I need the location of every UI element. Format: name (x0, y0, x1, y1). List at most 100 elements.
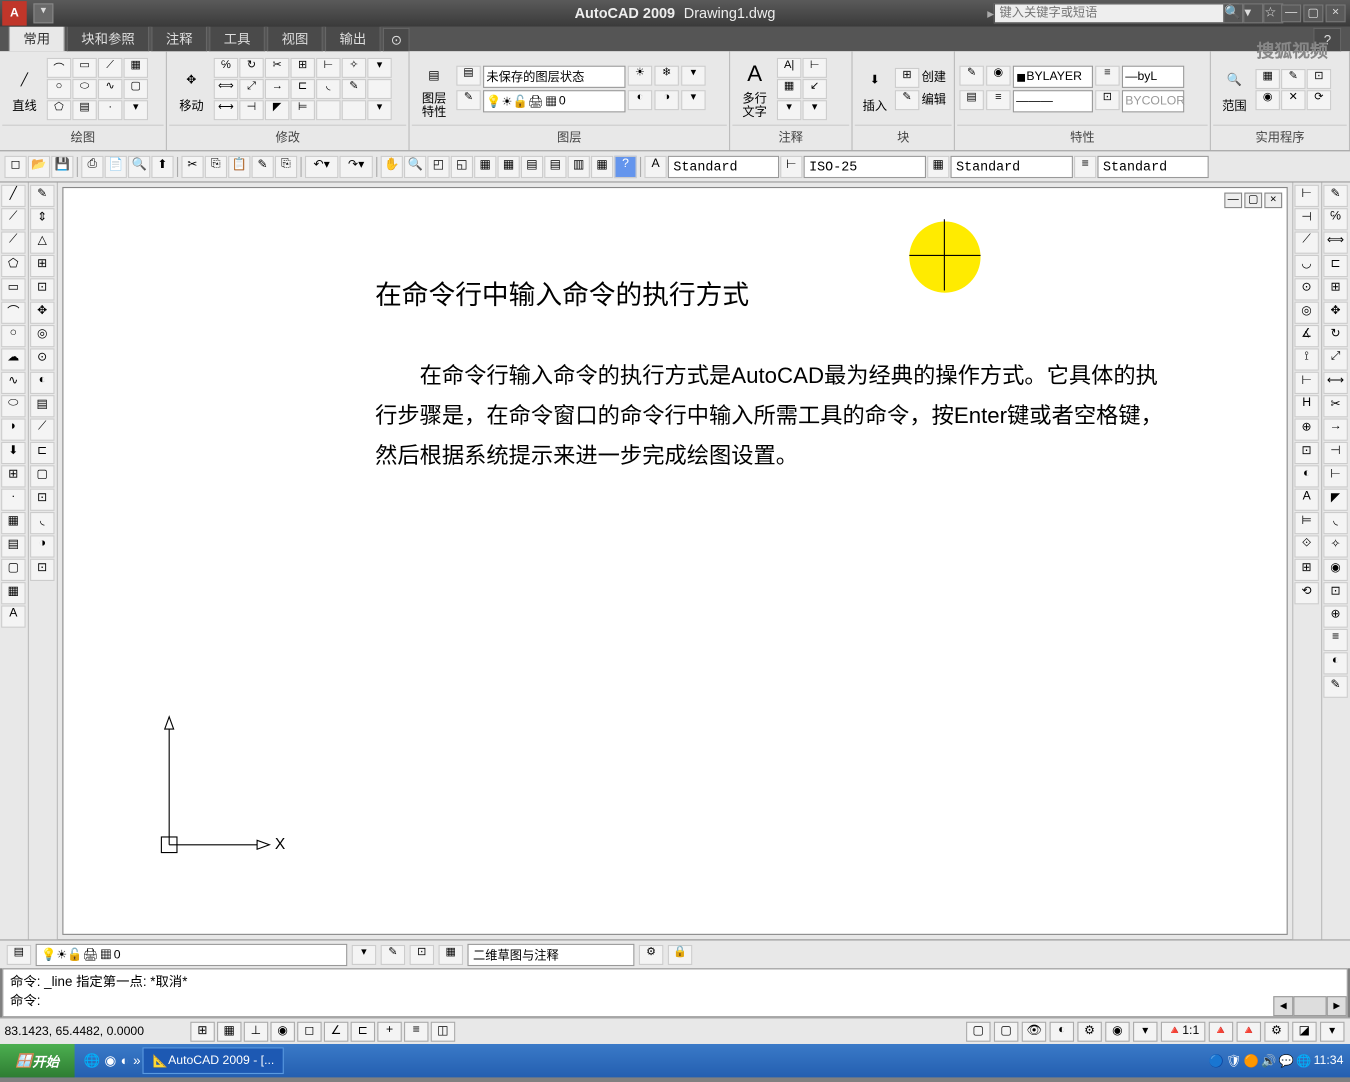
lb4-icon[interactable]: ⊡ (410, 944, 434, 964)
vl-grad-icon[interactable]: ▤ (1, 535, 25, 557)
m5-icon[interactable]: ▾ (367, 100, 391, 120)
vl-rev-icon[interactable]: ☁ (1, 348, 25, 370)
vr-2-icon[interactable]: ⊣ (1294, 208, 1318, 230)
join-icon[interactable]: ⊢ (316, 58, 340, 78)
search-down-icon[interactable]: ▾ (1243, 3, 1263, 23)
ps-icon[interactable]: ⊡ (1095, 90, 1119, 110)
tab-home[interactable]: 常用 (9, 24, 65, 51)
vl-hatch-icon[interactable]: ▦ (1, 512, 25, 534)
qat-new-icon[interactable]: ▾ (33, 3, 53, 23)
vr2-22-icon[interactable]: ✎ (1323, 676, 1347, 698)
vr-3-icon[interactable]: ⟋ (1294, 232, 1318, 254)
spl-icon[interactable]: ∿ (98, 79, 122, 99)
r5-icon[interactable]: 🔺 (1209, 1021, 1233, 1041)
lb7-icon[interactable]: 🔒 (668, 944, 692, 964)
bedit-icon[interactable]: ✎ (895, 90, 919, 110)
plot-icon[interactable]: 📄 (105, 155, 127, 177)
r7-icon[interactable]: ⚙ (1264, 1021, 1288, 1041)
lb2-icon[interactable]: ▾ (352, 944, 376, 964)
ls2-icon[interactable]: ❄ (654, 66, 678, 86)
dim-icon[interactable]: ⊢ (802, 58, 826, 78)
dyn-button[interactable]: + (377, 1021, 401, 1041)
vr2-explode-icon[interactable]: ✧ (1323, 535, 1347, 557)
vr2-move-icon[interactable]: ✥ (1323, 302, 1347, 324)
trim-icon[interactable]: ✂ (265, 58, 289, 78)
vl2-17-icon[interactable]: ⊡ (30, 559, 54, 581)
vr2-17-icon[interactable]: ◉ (1323, 559, 1347, 581)
vr2-stretch-icon[interactable]: ⟷ (1323, 372, 1347, 394)
zoom-range-button[interactable]: 🔍范围 (1215, 56, 1253, 123)
tab-tools[interactable]: 工具 (209, 24, 265, 51)
thelp-icon[interactable]: ? (614, 155, 636, 177)
ortho-button[interactable]: ⊥ (244, 1021, 268, 1041)
ql-3-icon[interactable]: ◐ (121, 1053, 129, 1069)
vl-arc-icon[interactable]: ⌒ (1, 302, 25, 324)
scroll-right-icon[interactable]: ▸ (1327, 996, 1347, 1016)
layer-state-dropdown[interactable]: 未保存的图层状态 (483, 66, 625, 88)
explode-icon[interactable]: ✧ (342, 58, 366, 78)
layer-match-icon[interactable]: ✎ (456, 90, 480, 110)
u4-icon[interactable]: ◉ (1255, 90, 1279, 110)
save-icon[interactable]: 💾 (51, 155, 73, 177)
lw-dropdown[interactable]: — byL (1122, 66, 1184, 88)
vr-8-icon[interactable]: ⟟ (1294, 348, 1318, 370)
vl-ins-icon[interactable]: ⬇ (1, 442, 25, 464)
search-input[interactable] (994, 3, 1239, 23)
offset-icon[interactable]: ⊏ (290, 79, 314, 99)
vl-poly-icon[interactable]: ⬠ (1, 255, 25, 277)
ml-style-dropdown[interactable]: Standard (1097, 155, 1208, 177)
lb-layer-dropdown[interactable]: 💡☀🔓🖨◼ 0 (36, 943, 348, 965)
vr2-mirror-icon[interactable]: ⟺ (1323, 232, 1347, 254)
copyclip-icon[interactable]: ⎘ (275, 155, 297, 177)
cut-icon[interactable]: ✂ (181, 155, 203, 177)
tab-more-icon[interactable]: ⊙ (383, 28, 410, 51)
vr-13-icon[interactable]: ◐ (1294, 465, 1318, 487)
r4-icon[interactable]: ▾ (1133, 1021, 1157, 1041)
pan-icon[interactable]: ✋ (381, 155, 403, 177)
cclose-icon[interactable]: × (1264, 193, 1282, 209)
m4-icon[interactable] (342, 100, 366, 120)
vl-earc-icon[interactable]: ◗ (1, 418, 25, 440)
vr-12-icon[interactable]: ⊡ (1294, 442, 1318, 464)
leader-icon[interactable]: ↙ (802, 79, 826, 99)
tbs-icon[interactable]: ▦ (927, 155, 949, 177)
vr2-19-icon[interactable]: ⊕ (1323, 605, 1347, 627)
vr-17-icon[interactable]: ⊞ (1294, 559, 1318, 581)
snap-button[interactable]: ⊞ (190, 1021, 214, 1041)
m1-icon[interactable]: ▾ (367, 58, 391, 78)
vr-10-icon[interactable]: H (1294, 395, 1318, 417)
r9-icon[interactable]: ▾ (1320, 1021, 1344, 1041)
lc1-icon[interactable]: ◐ (628, 90, 652, 110)
vl-line-icon[interactable]: ╱ (1, 185, 25, 207)
zoom-icon[interactable]: 🔍 (404, 155, 426, 177)
vr-1-icon[interactable]: ⊢ (1294, 185, 1318, 207)
vr2-scale-icon[interactable]: ⤢ (1323, 348, 1347, 370)
publish-icon[interactable]: ⬆ (151, 155, 173, 177)
vr-9-icon[interactable]: ⊢ (1294, 372, 1318, 394)
cmin-icon[interactable]: — (1224, 193, 1242, 209)
extend-icon[interactable]: → (265, 79, 289, 99)
layer-filter-icon[interactable]: ▤ (456, 66, 480, 86)
tab-annotate[interactable]: 注释 (151, 24, 207, 51)
ls3-icon[interactable]: ▾ (681, 66, 705, 86)
lw-icon[interactable]: ≡ (1095, 66, 1119, 86)
lwt-button[interactable]: ≡ (404, 1021, 428, 1041)
pt-icon[interactable]: · (98, 100, 122, 120)
circle-icon[interactable]: ○ (47, 79, 71, 99)
vl2-9-icon[interactable]: ◐ (30, 372, 54, 394)
annoscale-button[interactable]: 🔺1:1 (1161, 1021, 1206, 1041)
app-icon[interactable]: A (2, 1, 26, 25)
copy-icon[interactable]: ℅ (214, 58, 238, 78)
tray-2-icon[interactable]: 🛡 (1226, 1053, 1242, 1067)
ql-more-icon[interactable]: » (133, 1053, 140, 1069)
tab-output[interactable]: 输出 (325, 24, 381, 51)
lc2-icon[interactable]: ◑ (654, 90, 678, 110)
tp1-icon[interactable]: ▦ (474, 155, 496, 177)
u3-icon[interactable]: ⊡ (1307, 68, 1331, 88)
lt-icon[interactable]: ≡ (986, 90, 1010, 110)
new-icon[interactable]: ◻ (4, 155, 26, 177)
tp6-icon[interactable]: ▦ (591, 155, 613, 177)
vr2-20-icon[interactable]: ≡ (1323, 629, 1347, 651)
search-icon[interactable]: 🔍 (1223, 3, 1243, 23)
layer-current-dropdown[interactable]: 💡☀🔓🖨◼ 0 (483, 90, 625, 112)
